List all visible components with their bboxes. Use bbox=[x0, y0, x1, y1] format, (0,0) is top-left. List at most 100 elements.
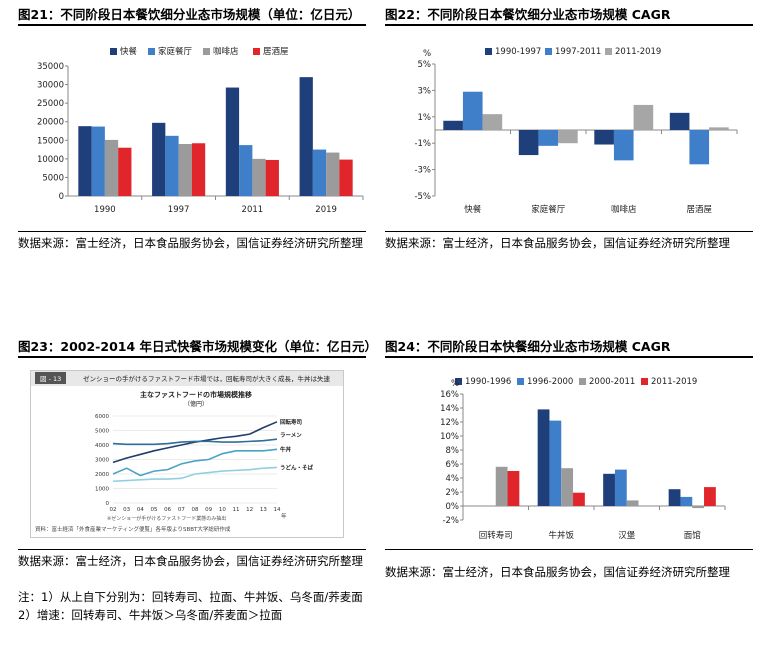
x-tick-label: 1997 bbox=[168, 205, 190, 215]
bar-0-3 bbox=[118, 147, 132, 196]
legend-swatch-1 bbox=[545, 48, 552, 55]
x-tick-label: 1990 bbox=[94, 205, 116, 215]
y-tick-label: 1000 bbox=[95, 487, 109, 493]
figure-23-note: 注：1）从上自下分别为：回转寿司、拉面、牛丼饭、乌冬面/荞麦面 2）增速：回转寿… bbox=[18, 590, 363, 622]
bar-1-1 bbox=[549, 420, 562, 506]
y-tick-label: 5% bbox=[418, 60, 432, 70]
line-series-3 bbox=[112, 466, 278, 483]
y-tick-label: -5% bbox=[414, 192, 431, 202]
bar-2-0 bbox=[225, 87, 240, 196]
bar-0-1 bbox=[462, 91, 483, 130]
x-tick-label: 04 bbox=[137, 507, 144, 513]
x-tick-label: 12 bbox=[246, 507, 253, 513]
chart-21: 快餐 家庭餐厅 咖啡店 居酒屋 0 5000 10000 15000 20000 25000 300… bbox=[37, 46, 364, 215]
bar-1-3 bbox=[573, 492, 585, 506]
figure-23-top-rule bbox=[18, 356, 366, 358]
figure-23-bottom-rule bbox=[18, 549, 366, 550]
legend-label-0: 快餐 bbox=[120, 46, 138, 57]
japanese-chart-frame: 図 - 13 ゼンショーの手がけるファストフード市場では，回転寿司が大きく成長，… bbox=[30, 370, 344, 538]
y-tick-label: 3% bbox=[418, 86, 432, 96]
figure-21-title: 图21：不同阶段日本餐饮细分业态市场规模（单位：亿日元） bbox=[18, 7, 361, 22]
y-tick-label: 5000 bbox=[95, 429, 109, 435]
x-tick-label: 居酒屋 bbox=[686, 205, 712, 215]
y-tick-label: 4% bbox=[446, 474, 460, 484]
x-tick-label: 05 bbox=[151, 507, 158, 513]
y-tick-label: 14% bbox=[440, 404, 459, 414]
legend-label-1: 1996-2000 bbox=[527, 377, 573, 387]
y-tick-label: 5000 bbox=[42, 173, 64, 183]
x-tick-label: 09 bbox=[205, 507, 212, 513]
bar-1-2 bbox=[558, 130, 578, 144]
bar-0-0 bbox=[443, 120, 463, 130]
figure-24-top-rule bbox=[385, 356, 753, 358]
bar-1-2 bbox=[178, 144, 192, 196]
x-tick-label: 回转寿司 bbox=[479, 530, 513, 541]
y-tick-label: 15000 bbox=[37, 136, 64, 146]
y-tick-label: 30000 bbox=[37, 81, 64, 91]
legend-swatch-2 bbox=[203, 48, 210, 55]
legend-label-3: 居酒屋 bbox=[263, 47, 289, 57]
y-tick-label: 0 bbox=[106, 501, 110, 507]
bar-3-1 bbox=[312, 149, 327, 196]
figure-22-top-rule bbox=[385, 24, 753, 26]
bar-0-2 bbox=[495, 466, 508, 506]
y-tick-label: 16% bbox=[440, 390, 459, 400]
x-tick-label: 02 bbox=[110, 507, 117, 513]
bar-3-1 bbox=[689, 130, 710, 165]
y-tick-label: 1% bbox=[418, 113, 432, 123]
bar-1-2 bbox=[561, 468, 574, 506]
x-tick-label: 咖啡店 bbox=[611, 204, 637, 215]
bar-2-2 bbox=[633, 104, 654, 130]
figure-22-source: 数据来源：富士经济，日本食品服务协会，国信证券经济研究所整理 bbox=[385, 236, 730, 250]
legend-label-1: 家庭餐厅 bbox=[158, 46, 193, 57]
x-tick-label: 面馆 bbox=[684, 530, 701, 541]
bar-0-0 bbox=[78, 126, 92, 196]
bar-1-0 bbox=[518, 130, 539, 156]
legend-label-2: 2011-2019 bbox=[615, 47, 661, 57]
figure-22-bottom-rule bbox=[385, 231, 753, 232]
series-label-0: 回転寿司 bbox=[280, 418, 302, 426]
x-tick-label: 2019 bbox=[315, 205, 337, 215]
y-tick-label: 0% bbox=[446, 502, 460, 512]
bar-3-2 bbox=[326, 152, 340, 196]
y-tick-label: 2000 bbox=[95, 472, 109, 478]
figure-23-source: 数据来源：富士经济，日本食品服务协会，国信证券经济研究所整理 bbox=[18, 554, 363, 568]
legend-swatch-1 bbox=[148, 48, 155, 55]
japanese-chart-header: 図 - 13 ゼンショーの手がけるファストフード市場では，回転寿司が大きく成長，… bbox=[31, 371, 343, 386]
bar-3-1 bbox=[680, 496, 693, 506]
figure-24-source: 数据来源：富士经济，日本食品服务协会，国信证券经济研究所整理 bbox=[385, 565, 730, 579]
figure-21-top-rule bbox=[18, 24, 366, 26]
x-unit-label: 年 bbox=[281, 512, 287, 520]
x-tick-label: 家庭餐厅 bbox=[531, 204, 566, 215]
legend-swatch-3 bbox=[641, 378, 648, 385]
y-tick-label: 3000 bbox=[95, 458, 109, 464]
bar-0-2 bbox=[482, 114, 503, 130]
legend-label-3: 2011-2019 bbox=[651, 377, 697, 387]
bar-3-0 bbox=[669, 112, 690, 130]
figure-22-title: 图22：不同阶段日本餐饮细分业态市场规模 CAGR bbox=[385, 7, 671, 22]
y-tick-label: 12% bbox=[440, 418, 459, 428]
chart-23: 主なファストフードの市場規模推移（億円） 0 1000 2000 3000 4000 500… bbox=[95, 390, 314, 522]
japanese-chart-source: 資料：富士経済「外食産業マーケティング便覧」各年版よりSBBT大学総研作成 bbox=[35, 527, 231, 533]
bar-1-0 bbox=[537, 409, 550, 506]
y-tick-label: 6000 bbox=[95, 414, 109, 420]
x-tick-label: 07 bbox=[178, 507, 185, 513]
y-tick-label: 20000 bbox=[37, 118, 64, 128]
legend-swatch-3 bbox=[253, 48, 260, 55]
legend-label-0: 1990-1996 bbox=[465, 377, 511, 387]
y-tick-label: 8% bbox=[446, 446, 460, 456]
figure-21-bottom-rule bbox=[18, 231, 366, 232]
bar-2-1 bbox=[239, 145, 253, 196]
y-tick-label: 10000 bbox=[37, 155, 64, 165]
legend-swatch-1 bbox=[517, 378, 524, 385]
series-label-2: 牛丼 bbox=[280, 445, 292, 453]
y-tick-label: 25000 bbox=[37, 99, 64, 109]
series-label-3: うどん・そば bbox=[280, 463, 314, 471]
y-unit-label: % bbox=[451, 379, 459, 389]
legend-swatch-2 bbox=[579, 378, 586, 385]
bar-3-2 bbox=[709, 127, 729, 130]
x-tick-label: 10 bbox=[219, 507, 226, 513]
legend-label-2: 2000-2011 bbox=[589, 377, 635, 387]
bar-3-0 bbox=[299, 77, 313, 196]
y-tick-label: 10% bbox=[440, 432, 459, 442]
